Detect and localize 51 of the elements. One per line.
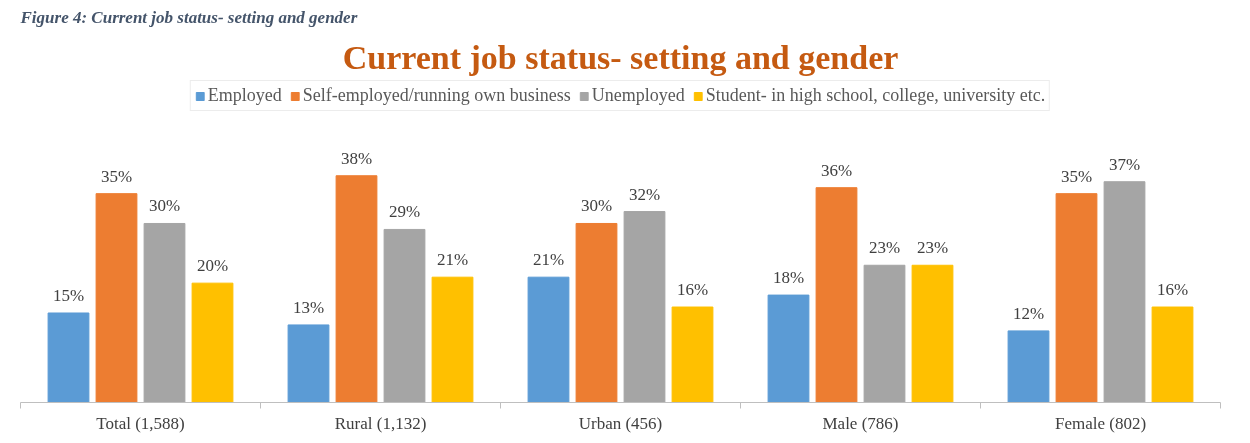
bar [335,175,378,403]
data-label: 32% [628,184,661,204]
bar [1007,330,1050,403]
bar [287,324,330,403]
data-label: 30% [148,196,181,216]
data-label: 13% [292,297,325,317]
data-label: 18% [772,268,805,288]
bar [767,294,810,403]
bar [863,264,906,403]
legend-label: Student- in high school, college, university etc. [705,85,1046,106]
data-label: 12% [1012,303,1045,323]
legend-label: Employed [207,85,282,106]
x-tick-label: Male (786) [822,413,899,433]
bar [911,264,954,403]
bar [527,276,570,403]
bar [671,306,714,403]
data-label: 15% [52,285,85,305]
chart-title: Current job status- setting and gender [342,38,899,76]
bar [143,222,186,403]
data-label: 21% [436,250,469,270]
x-tick-label: Female (802) [1054,413,1147,433]
bar [1151,306,1194,403]
data-label: 16% [1156,280,1189,300]
legend-label: Unemployed [591,85,685,106]
bar [1055,193,1098,403]
data-label: 20% [196,256,229,276]
bar [623,211,666,403]
bar [191,282,234,403]
bar [1103,181,1146,403]
data-label: 16% [676,280,709,300]
bar [431,276,474,403]
legend-label: Self-employed/running own business [302,85,571,106]
x-tick-label: Rural (1,132) [334,413,427,433]
bar [383,228,426,403]
data-label: 21% [532,250,565,270]
x-tick-label: Urban (456) [578,413,663,433]
bar [815,187,858,403]
data-label: 38% [340,148,373,168]
data-label: 37% [1108,154,1141,174]
data-label: 29% [388,202,421,222]
data-label: 23% [868,238,901,258]
data-label: 36% [820,160,853,180]
data-label: 30% [580,196,613,216]
data-label: 23% [916,238,949,258]
bar [575,222,618,403]
x-tick-label: Total (1,588) [96,413,185,433]
caption: Figure 4: Current job status- setting and gender [19,7,358,27]
bar [95,193,138,403]
data-label: 35% [100,166,133,186]
bar [47,312,90,403]
data-label: 35% [1060,166,1093,186]
